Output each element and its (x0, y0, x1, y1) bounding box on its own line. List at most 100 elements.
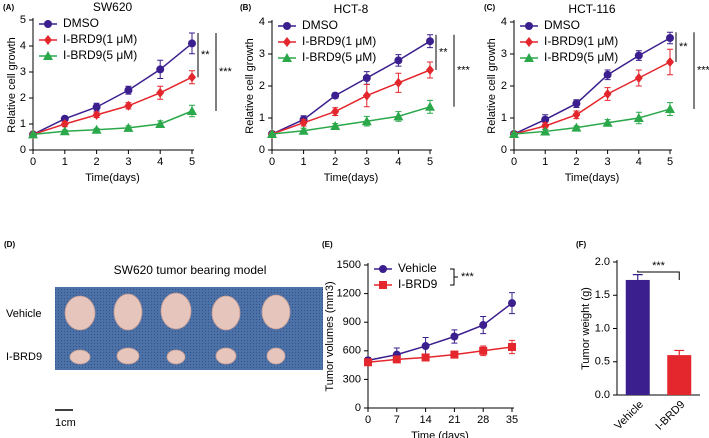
y-tick-label: 0 (20, 144, 26, 156)
marker (603, 89, 612, 99)
x-tick-label: 14 (419, 414, 431, 426)
significance-label: *** (457, 65, 471, 77)
marker (524, 53, 534, 62)
y-tick-label: 0 (501, 144, 507, 156)
row-label: I-BRD9 (6, 351, 42, 363)
y-tick-label: 0.0 (595, 389, 610, 401)
marker (364, 358, 372, 367)
y-axis-label: Tumor volumes (mm3) (324, 281, 336, 391)
significance-label: ** (439, 46, 448, 58)
y-tick-label: 1200 (337, 288, 361, 300)
error-bar (632, 274, 643, 280)
legend-label: I-BRD9(5 μM) (63, 48, 137, 62)
marker (330, 121, 341, 130)
y-tick-label: 3 (501, 48, 507, 60)
marker (666, 57, 674, 67)
y-tick-label: 900 (343, 316, 361, 328)
y-axis-label: Tumor weight (g) (580, 287, 592, 370)
x-tick-label: 5 (427, 156, 433, 168)
x-tick-label: 1 (542, 156, 548, 168)
marker (298, 125, 309, 135)
x-tick-label: 4 (636, 156, 642, 168)
significance-bracket (450, 268, 458, 286)
marker (60, 119, 69, 129)
marker (188, 72, 196, 83)
marker (479, 346, 488, 355)
y-tick-label: 1.0 (595, 322, 610, 334)
marker (393, 111, 404, 121)
marker (124, 100, 133, 111)
marker (91, 124, 102, 134)
marker (331, 106, 340, 117)
marker (665, 104, 675, 114)
y-tick-label: 3 (20, 66, 26, 78)
significance-label: *** (652, 260, 666, 272)
panel-label: (C) (484, 3, 495, 12)
marker (394, 77, 403, 88)
error-bar (674, 349, 685, 356)
marker (124, 86, 133, 95)
x-tick-label: 2 (573, 156, 579, 168)
series-line (513, 108, 671, 135)
x-axis-label: Time(days) (565, 172, 620, 184)
bar (667, 355, 692, 395)
panel-label: (F) (576, 240, 587, 249)
marker (425, 101, 435, 111)
x-tick-label: 4 (395, 156, 401, 168)
marker (331, 91, 340, 100)
x-tick-label: 4 (157, 156, 163, 168)
x-tick-label: I-BRD9 (653, 399, 687, 433)
marker (394, 56, 403, 65)
marker (509, 129, 519, 138)
x-tick-label: 0 (269, 156, 275, 168)
series-line (271, 40, 431, 135)
y-axis-label: Relative cell growth (6, 37, 18, 132)
legend-label: Vehicle (398, 261, 437, 275)
x-tick-label: 5 (667, 156, 673, 168)
marker (634, 51, 643, 60)
x-tick-label: 1 (301, 156, 307, 168)
y-tick-label: 4 (501, 16, 507, 28)
marker (571, 122, 582, 132)
marker (572, 109, 581, 120)
x-tick-label: 21 (448, 414, 460, 426)
x-tick-label: 7 (394, 414, 400, 426)
significance-label: *** (697, 65, 709, 77)
marker (421, 353, 430, 362)
x-axis-label: Time (days) (411, 430, 469, 438)
marker (283, 37, 291, 47)
marker (123, 122, 134, 132)
marker (155, 119, 166, 128)
photo-title: SW620 tumor bearing model (114, 263, 267, 277)
legend-label: I-BRD9(5 μM) (302, 50, 376, 64)
marker (508, 342, 516, 351)
series-line (271, 69, 431, 135)
y-tick-label: 0 (259, 144, 265, 156)
marker (508, 299, 516, 308)
marker (421, 342, 430, 351)
photo-panel: (D) SW620 tumor bearing model Vehicle I-… (4, 240, 323, 429)
y-tick-label: 300 (343, 373, 361, 385)
x-tick-label: 35 (506, 414, 518, 426)
x-tick-label: 0 (30, 156, 36, 168)
chart-title: SW620 (93, 0, 133, 14)
series-line (32, 110, 193, 136)
marker (541, 121, 550, 131)
y-tick-label: 4 (20, 40, 26, 52)
marker (525, 22, 533, 30)
x-tick-label: 0 (511, 156, 517, 168)
series-line (367, 346, 513, 363)
x-axis-label: Time(days) (85, 172, 140, 184)
legend-label: I-BRD9(1 μM) (544, 34, 618, 48)
marker (28, 129, 38, 139)
x-tick-label: 3 (364, 156, 370, 168)
panel-label: (B) (240, 3, 251, 12)
legend-label: I-BRD9(1 μM) (63, 32, 137, 46)
y-tick-label: 5 (20, 14, 26, 26)
marker (60, 114, 69, 123)
significance-label: *** (461, 271, 475, 283)
x-tick-label: 0 (365, 414, 371, 426)
marker (267, 129, 277, 138)
legend-label: I-BRD9(1 μM) (302, 34, 376, 48)
